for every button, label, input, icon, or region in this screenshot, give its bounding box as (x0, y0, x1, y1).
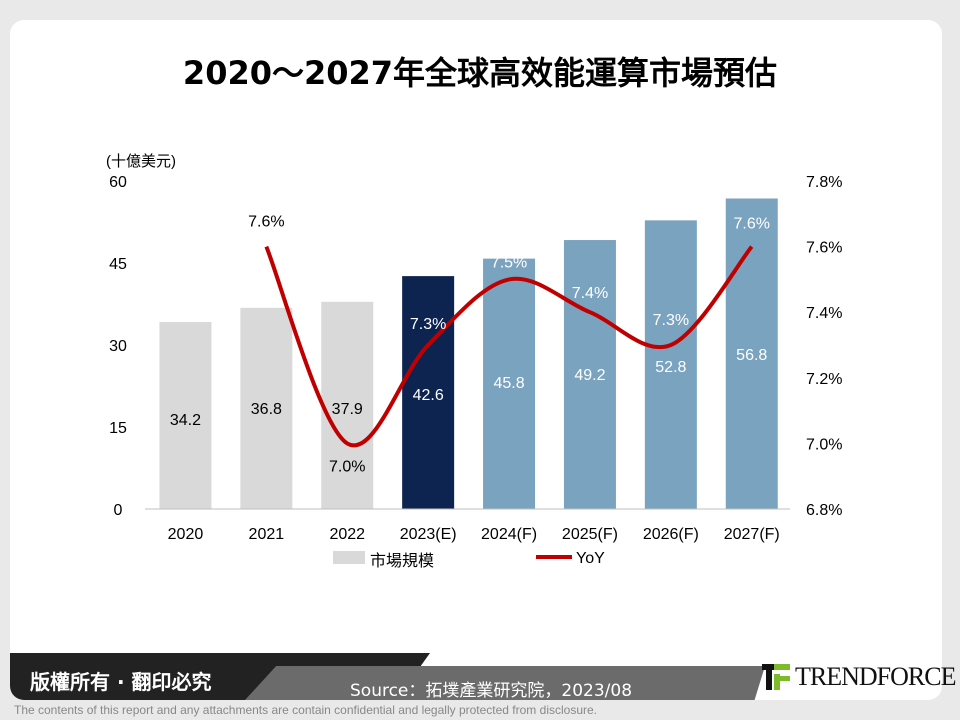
x-tick-label: 2025(F) (562, 526, 618, 543)
y2-tick-label: 7.6% (806, 240, 842, 257)
bar-2020 (159, 322, 212, 509)
bar-value-label: 42.6 (413, 387, 444, 404)
bar-2022 (321, 301, 374, 509)
y-tick-label: 60 (109, 174, 127, 191)
x-tick-label: 2021 (249, 526, 285, 543)
x-tick-label: 2027(F) (724, 526, 780, 543)
x-tick-label: 2022 (329, 526, 365, 543)
y-tick-label: 15 (109, 420, 127, 437)
y-tick-label: 30 (109, 338, 127, 355)
bar-2024(F) (483, 258, 536, 509)
x-tick-label: 2023(E) (400, 526, 457, 543)
y-tick-label: 45 (109, 256, 127, 273)
x-tick-label: 2020 (168, 526, 204, 543)
legend-line-label: YoY (576, 550, 605, 567)
bar-value-label: 37.9 (332, 401, 363, 418)
bar-2023(E) (402, 276, 455, 509)
trendforce-logo: TRENDFORCE (762, 662, 956, 692)
y2-tick-label: 7.4% (806, 305, 842, 322)
yoy-value-label: 7.0% (329, 458, 365, 475)
y2-tick-label: 7.2% (806, 371, 842, 388)
bar-2025(F) (563, 240, 616, 510)
legend-bar-label: 市場規模 (370, 552, 434, 570)
yoy-line (264, 245, 754, 448)
bar-value-label: 36.8 (251, 401, 282, 418)
bar-value-label: 52.8 (655, 359, 686, 376)
y2-tick-label: 7.0% (806, 436, 842, 453)
yoy-value-label: 7.4% (572, 285, 608, 302)
trendforce-logo-text: TRENDFORCE (795, 662, 956, 691)
bar-value-label: 34.2 (170, 412, 201, 429)
disclaimer: The contents of this report and any atta… (14, 703, 597, 717)
y-tick-label: 0 (114, 502, 123, 519)
legend-bar-swatch (333, 551, 365, 564)
x-tick-label: 2026(F) (643, 526, 699, 543)
source-text: Source：拓墣產業研究院，2023/08 (350, 681, 633, 701)
yoy-value-label: 7.6% (248, 214, 284, 231)
yoy-value-label: 7.3% (410, 316, 446, 333)
y2-tick-label: 7.8% (806, 174, 842, 191)
y2-tick-label: 6.8% (806, 502, 842, 519)
y-axis-unit: (十億美元) (106, 153, 176, 170)
trendforce-logo-icon (762, 664, 790, 690)
yoy-value-label: 7.6% (734, 216, 770, 233)
copyright-text: 版權所有 · 翻印必究 (30, 670, 212, 694)
yoy-value-label: 7.5% (491, 254, 527, 271)
chart: (十億美元) 0 15 30 45 60 6.8% 7.0% 7.2% 7.4% 7.6% 7.8% 3… (106, 153, 842, 570)
bar-value-label: 49.2 (574, 367, 605, 384)
yoy-value-label: 7.3% (653, 312, 689, 329)
footer-source-band (245, 666, 765, 700)
bar-value-label: 56.8 (736, 347, 767, 364)
bar-2026(F) (644, 220, 697, 510)
bar-2027(F) (725, 198, 778, 509)
x-tick-label: 2024(F) (481, 526, 537, 543)
bar-value-label: 45.8 (493, 375, 524, 392)
bar-2021 (240, 307, 293, 509)
chart-title: 2020～2027年全球高效能運算市場預估 (182, 54, 778, 92)
